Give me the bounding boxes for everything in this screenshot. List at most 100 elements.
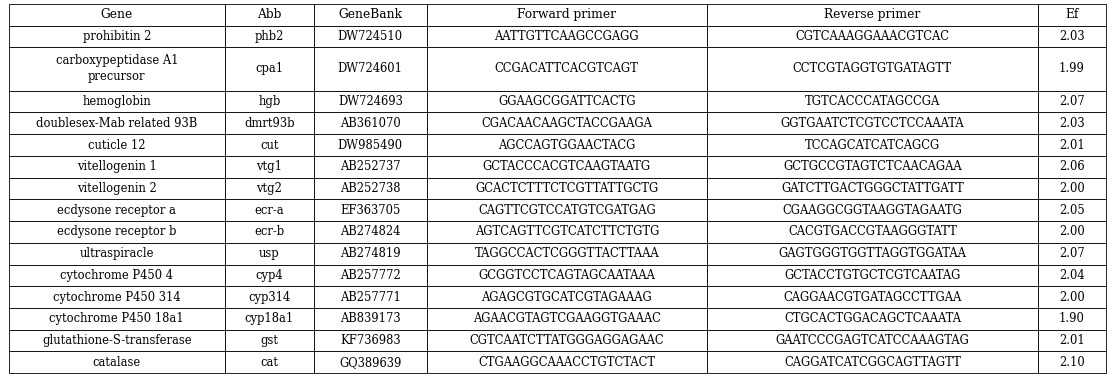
Bar (224, 112, 314, 134)
Bar (224, 26, 314, 47)
Text: CGTCAATCTTATGGGAGGAGAAC: CGTCAATCTTATGGGAGGAGAAC (469, 334, 665, 347)
Bar (9, 221, 224, 243)
Bar (707, 265, 1038, 286)
Bar (1038, 221, 1106, 243)
Text: CGAAGGCGGTAAGGTAGAATG: CGAAGGCGGTAAGGTAGAATG (783, 204, 962, 217)
Bar (314, 134, 427, 156)
Text: AGAACGTAGTCGAAGGTGAAAC: AGAACGTAGTCGAAGGTGAAAC (473, 313, 661, 325)
Text: Gene: Gene (100, 8, 133, 21)
Text: 2.00: 2.00 (1059, 182, 1085, 195)
Text: CTGCACTGGACAGCTCAAATA: CTGCACTGGACAGCTCAAATA (784, 313, 961, 325)
Text: AGCCAGTGGAACTACG: AGCCAGTGGAACTACG (498, 138, 636, 152)
Text: AB274819: AB274819 (340, 247, 400, 260)
Text: GAATCCCGAGTCATCCAAAGTAG: GAATCCCGAGTCATCCAAAGTAG (775, 334, 969, 347)
Text: AB274824: AB274824 (340, 225, 400, 239)
Bar (1038, 26, 1106, 47)
Bar (707, 47, 1038, 91)
Bar (427, 26, 707, 47)
Bar (707, 26, 1038, 47)
Text: CTGAAGGCAAACCTGTCTACT: CTGAAGGCAAACCTGTCTACT (478, 356, 656, 369)
Bar (9, 91, 224, 112)
Text: glutathione-S-transferase: glutathione-S-transferase (42, 334, 192, 347)
Bar (9, 286, 224, 308)
Text: CAGGATCATCGGCAGTTAGTT: CAGGATCATCGGCAGTTAGTT (784, 356, 961, 369)
Text: dmrt93b: dmrt93b (244, 117, 294, 130)
Text: 1.99: 1.99 (1059, 63, 1085, 75)
Text: AB252737: AB252737 (340, 160, 400, 173)
Text: Abb: Abb (258, 8, 281, 21)
Text: Forward primer: Forward primer (517, 8, 617, 21)
Bar (1038, 243, 1106, 265)
Bar (427, 351, 707, 373)
Text: ecdysone receptor a: ecdysone receptor a (57, 204, 176, 217)
Text: cpa1: cpa1 (255, 63, 283, 75)
Bar (1038, 286, 1106, 308)
Bar (427, 330, 707, 351)
Text: ultraspiracle: ultraspiracle (79, 247, 154, 260)
Bar (9, 351, 224, 373)
Bar (427, 112, 707, 134)
Bar (314, 112, 427, 134)
Bar (427, 47, 707, 91)
Bar (427, 265, 707, 286)
Text: prohibitin 2: prohibitin 2 (83, 30, 151, 43)
Bar (427, 178, 707, 199)
Text: CCGACATTCACGTCAGT: CCGACATTCACGTCAGT (495, 63, 639, 75)
Bar (707, 221, 1038, 243)
Bar (314, 178, 427, 199)
Bar (707, 308, 1038, 330)
Text: cut: cut (260, 138, 279, 152)
Bar (9, 4, 224, 26)
Text: DW724510: DW724510 (338, 30, 403, 43)
Text: GCGGTCCTCAGTAGCAATAAA: GCGGTCCTCAGTAGCAATAAA (478, 269, 656, 282)
Text: AB361070: AB361070 (340, 117, 400, 130)
Text: carboxypeptidase A1
precursor: carboxypeptidase A1 precursor (56, 54, 178, 83)
Bar (9, 265, 224, 286)
Text: GCTACCCACGTCAAGTAATG: GCTACCCACGTCAAGTAATG (483, 160, 651, 173)
Text: 2.00: 2.00 (1059, 291, 1085, 303)
Text: KF736983: KF736983 (340, 334, 400, 347)
Bar (707, 199, 1038, 221)
Bar (427, 308, 707, 330)
Text: AB257772: AB257772 (340, 269, 400, 282)
Bar (707, 178, 1038, 199)
Text: TGTCACCCATAGCCGA: TGTCACCCATAGCCGA (805, 95, 940, 108)
Bar (224, 351, 314, 373)
Bar (314, 330, 427, 351)
Bar (9, 308, 224, 330)
Text: Reverse primer: Reverse primer (824, 8, 921, 21)
Text: cyp4: cyp4 (255, 269, 283, 282)
Bar (314, 199, 427, 221)
Text: GCTGCCGTAGTCTCAACAGAA: GCTGCCGTAGTCTCAACAGAA (783, 160, 962, 173)
Text: vitellogenin 2: vitellogenin 2 (77, 182, 156, 195)
Text: cuticle 12: cuticle 12 (88, 138, 146, 152)
Bar (427, 4, 707, 26)
Bar (314, 26, 427, 47)
Bar (224, 91, 314, 112)
Text: 2.10: 2.10 (1059, 356, 1085, 369)
Bar (707, 330, 1038, 351)
Text: 2.01: 2.01 (1059, 334, 1085, 347)
Bar (9, 178, 224, 199)
Text: vtg1: vtg1 (256, 160, 282, 173)
Text: AB257771: AB257771 (340, 291, 400, 303)
Text: DW724693: DW724693 (338, 95, 403, 108)
Bar (1038, 308, 1106, 330)
Text: cat: cat (260, 356, 279, 369)
Text: 2.07: 2.07 (1059, 95, 1085, 108)
Bar (707, 286, 1038, 308)
Text: cytochrome P450 18a1: cytochrome P450 18a1 (49, 313, 184, 325)
Bar (224, 243, 314, 265)
Bar (707, 91, 1038, 112)
Bar (224, 221, 314, 243)
Text: CGTCAAAGGAAACGTCAC: CGTCAAAGGAAACGTCAC (795, 30, 949, 43)
Bar (427, 221, 707, 243)
Bar (224, 265, 314, 286)
Text: 1.90: 1.90 (1059, 313, 1085, 325)
Bar (707, 112, 1038, 134)
Bar (427, 134, 707, 156)
Bar (224, 178, 314, 199)
Bar (224, 308, 314, 330)
Text: AB839173: AB839173 (340, 313, 400, 325)
Text: catalase: catalase (93, 356, 140, 369)
